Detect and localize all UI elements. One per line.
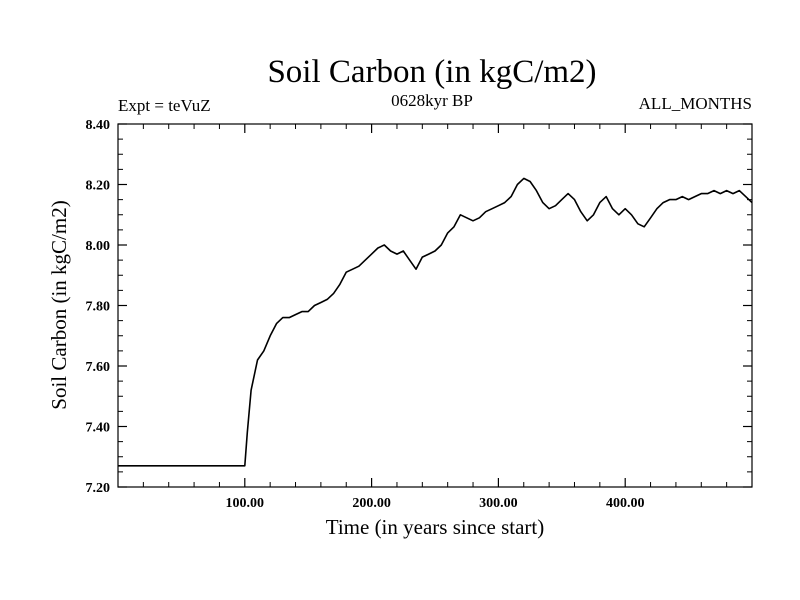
chart-title: Soil Carbon (in kgC/m2) — [267, 54, 596, 90]
y-tick-label: 7.40 — [86, 421, 111, 436]
axis-ticks — [118, 123, 752, 488]
y-axis-label: Soil Carbon (in kgC/m2) — [47, 200, 71, 409]
y-tick-labels: 7.20 7.40 7.60 7.80 8.00 8.20 8.40 — [86, 118, 111, 496]
y-tick-label: 7.60 — [86, 360, 111, 375]
y-tick-label: 8.20 — [86, 179, 111, 194]
chart-subtitle: 0628kyr BP — [391, 91, 473, 110]
y-tick-label: 7.20 — [86, 481, 111, 496]
x-tick-labels: 100.00 200.00 300.00 400.00 — [226, 496, 645, 511]
experiment-label: Expt = teVuZ — [118, 96, 211, 115]
x-axis-label: Time (in years since start) — [326, 515, 545, 539]
x-tick-label: 400.00 — [606, 496, 645, 511]
x-tick-label: 100.00 — [226, 496, 265, 511]
x-tick-label: 300.00 — [479, 496, 518, 511]
y-tick-label: 7.80 — [86, 300, 111, 315]
series-line — [118, 177, 753, 467]
months-label: ALL_MONTHS — [639, 94, 752, 113]
y-tick-label: 8.40 — [86, 118, 111, 133]
plot-frame — [117, 123, 753, 488]
y-tick-label: 8.00 — [86, 239, 111, 254]
x-tick-label: 200.00 — [352, 496, 391, 511]
